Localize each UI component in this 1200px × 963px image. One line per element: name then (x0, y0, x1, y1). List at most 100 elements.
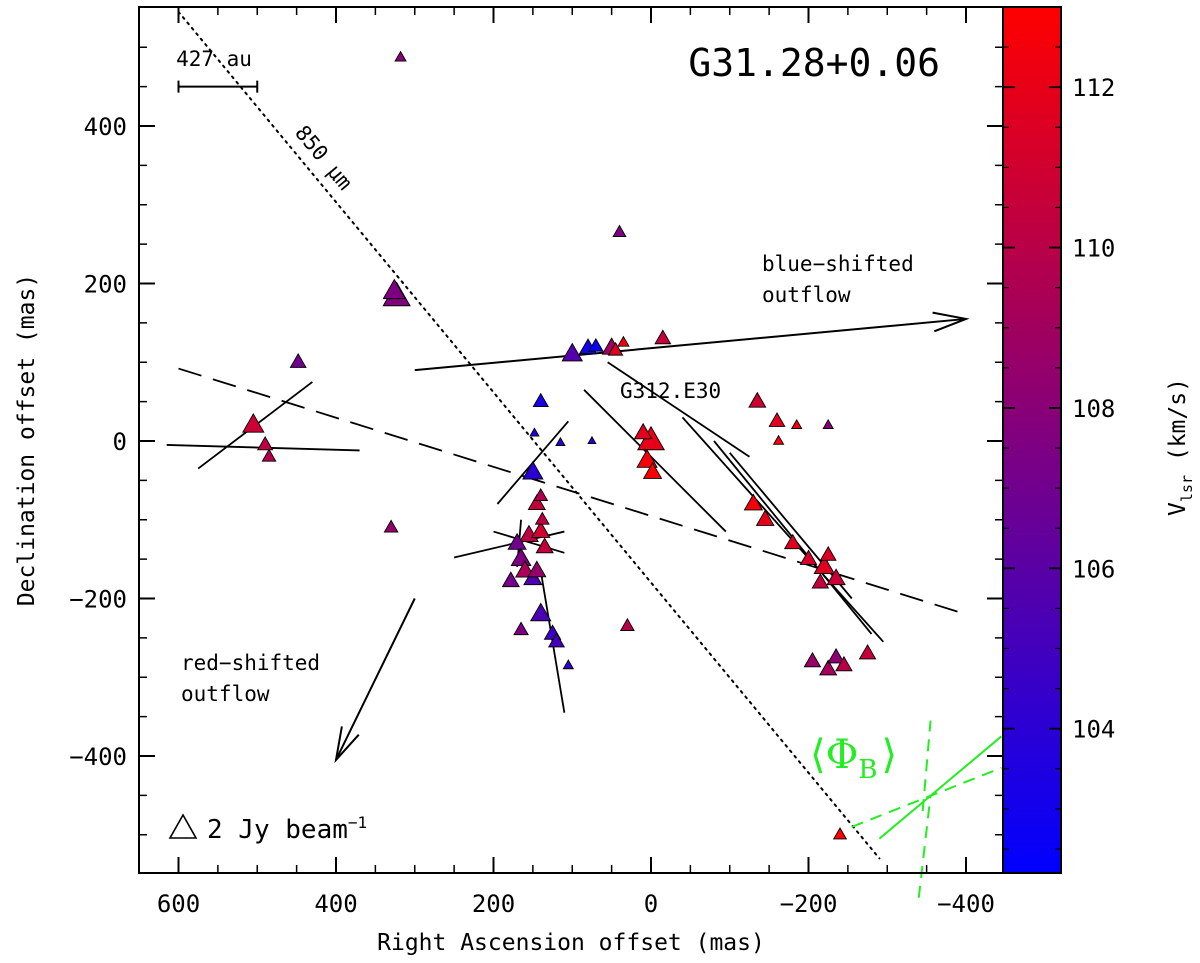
x-tick-label: 0 (644, 890, 658, 918)
maser-spot (394, 50, 407, 62)
x-axis-title: Right Ascension offset (mas) (377, 930, 765, 956)
maser-spots-layer (242, 50, 877, 840)
legend-text-main: 2 Jy beam (207, 815, 348, 845)
field-uncertainty-line (921, 720, 932, 812)
maser-spot (633, 422, 653, 440)
maser-spot (743, 493, 764, 511)
maser-spot (835, 655, 853, 672)
legend-triangle-marker (168, 813, 198, 839)
blue-outflow-arrowhead (932, 311, 970, 333)
x-tick-label: −400 (937, 890, 995, 918)
maser-spot (617, 335, 630, 347)
maser-spot (588, 337, 604, 352)
colorbar-tick-label: 108 (1072, 395, 1115, 423)
maser-spot (562, 659, 575, 670)
red-lobe-label-line2: outflow (181, 682, 270, 706)
polarization-vector (583, 389, 727, 533)
maser-spot (501, 571, 520, 588)
core-label: G312.E30 (620, 379, 721, 403)
maser-spot (532, 392, 549, 407)
maser-spot (768, 412, 786, 427)
colorbar-title: Vlsr (km/s) (1165, 378, 1196, 516)
y-tick-label: −200 (69, 586, 127, 614)
maser-spot (783, 533, 802, 550)
maser-spot (642, 461, 663, 479)
x-tick-label: 400 (314, 890, 357, 918)
maser-spot (289, 352, 307, 368)
y-tick-label: −400 (69, 743, 127, 771)
colorbar-title-sub: lsr (1178, 475, 1196, 502)
maser-spot (826, 568, 846, 586)
maser-spot (555, 436, 566, 446)
maser-spot (772, 434, 785, 445)
maser-spot (748, 391, 767, 408)
mean-field-line (878, 735, 1003, 840)
magnetic-field-label: ⟨ΦB ⟩ (810, 732, 897, 785)
maser-spot (819, 545, 837, 561)
maser-spot (383, 519, 399, 533)
field-label-left-bracket: ⟨ (810, 732, 826, 778)
maser-spot (534, 511, 550, 525)
dotted-850um-line (177, 10, 881, 860)
maser-spot (522, 460, 544, 480)
maser-spot (261, 448, 277, 462)
legend: 2 Jy beam−1 (168, 813, 367, 845)
maser-spot (799, 549, 818, 565)
maser-spot (513, 621, 529, 636)
magnetic-field-layer (851, 720, 1003, 898)
y-axis-title: Declination offset (mas) (14, 274, 40, 606)
maser-spot (832, 827, 848, 840)
blue-lobe-label-line1: blue−shifted (762, 252, 914, 276)
colorbar-axis: 104 106 108 110 112 (1003, 46, 1115, 850)
colorbar-title-main: V (1165, 502, 1191, 516)
maser-spot (619, 617, 635, 631)
maser-spot (527, 560, 547, 578)
plot-area (139, 7, 1003, 873)
maser-spot (822, 418, 834, 430)
scale-bar-label: 427 au (176, 47, 252, 71)
maser-spot (533, 487, 549, 502)
legend-text-sup: −1 (348, 813, 367, 832)
polarization-vector (729, 452, 853, 600)
maser-spot (587, 435, 597, 445)
colorbar-tick-label: 106 (1072, 555, 1115, 583)
maser-spot (827, 647, 845, 664)
field-uncertainty-line (851, 766, 1002, 828)
y-tick-label: 400 (84, 113, 127, 141)
red-outflow-arrowhead (334, 726, 360, 764)
maser-spot (813, 555, 836, 575)
maser-spot (507, 532, 527, 550)
maser-spot (654, 329, 672, 345)
x-tick-label: −200 (780, 890, 838, 918)
y-tick-label: 200 (84, 271, 127, 299)
x-axis: 600 400 200 0 −200 −400 (157, 7, 995, 918)
colorbar (1002, 6, 1062, 874)
y-tick-label: 0 (113, 428, 127, 456)
maser-spot (612, 224, 627, 237)
chart-title: G31.28+0.06 (688, 41, 940, 85)
polarization-vector (607, 361, 750, 458)
maser-spot (242, 413, 265, 433)
maser-spot (527, 494, 546, 510)
maser-spot (819, 659, 838, 676)
polarization-vector (493, 530, 565, 554)
maser-spot (510, 547, 532, 567)
maser-spot (803, 651, 822, 668)
red-outflow-arrow (335, 598, 416, 761)
field-label-right-bracket: ⟩ (882, 732, 898, 778)
maser-spot (561, 342, 584, 362)
red-lobe-label-line1: red−shifted (181, 651, 320, 675)
y-axis: 400 200 0 −200 −400 (69, 46, 1003, 836)
maser-spot (535, 537, 554, 554)
maser-spot (529, 427, 540, 437)
blue-lobe-label-line2: outflow (762, 283, 851, 307)
maser-spot (755, 509, 775, 526)
x-tick-label: 200 (472, 890, 515, 918)
maser-spot (529, 602, 552, 622)
maser-spot (531, 521, 551, 538)
legend-text: 2 Jy beam−1 (207, 813, 367, 845)
blue-outflow-arrow (414, 317, 967, 372)
colorbar-tick-label: 112 (1072, 74, 1115, 102)
colorbar-tick-label: 104 (1072, 716, 1115, 744)
